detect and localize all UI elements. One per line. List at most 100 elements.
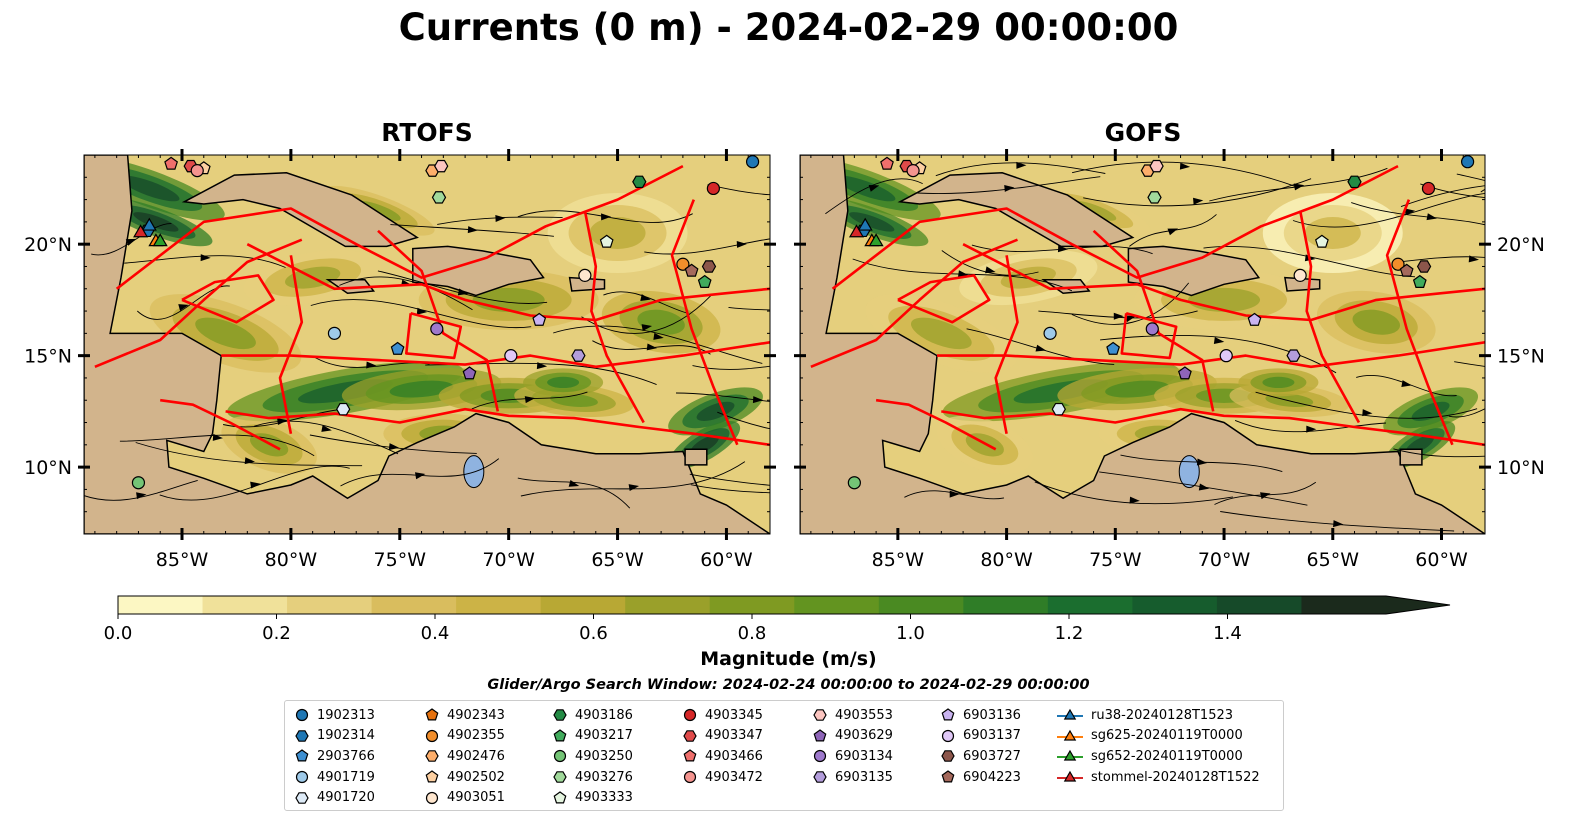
argo-float-4903472 [906, 164, 920, 178]
streamline-arrow [641, 324, 653, 332]
legend-label: 4903472 [705, 769, 763, 785]
legend-entry: 4903466 [683, 746, 763, 767]
legend-label: sg652-20240119T0000 [1091, 748, 1243, 764]
streamline [1100, 334, 1337, 374]
argo-float-4903466 [164, 156, 178, 170]
streamline [1454, 361, 1485, 367]
land [181, 172, 419, 248]
eez-boundary [221, 341, 770, 369]
streamline-arrow [1540, 188, 1551, 196]
legend-marker-icon [683, 770, 697, 784]
legend-marker-icon [553, 790, 567, 804]
argo-float-6903135 [1286, 349, 1301, 362]
argo-float-4903553 [1149, 159, 1164, 173]
legend-marker-icon [425, 708, 439, 721]
argo-float-4901720 [336, 402, 351, 416]
panel-title-gofs: GOFS [1104, 118, 1182, 147]
y-tick-label: 15°N [24, 346, 72, 368]
y-tick-label: 20°N [24, 234, 72, 256]
streamline [84, 479, 198, 501]
eez-boundary [1120, 312, 1178, 360]
colorbar-segment [1132, 596, 1218, 614]
eez-boundary [941, 407, 1485, 447]
legend-label: 4902502 [447, 769, 505, 785]
colorbar-segment [118, 596, 204, 614]
eez-boundary [94, 238, 303, 369]
x-tick-label: 70°W [1198, 549, 1251, 571]
legend-entry: 4903051 [425, 787, 505, 808]
argo-float-4902355 [1391, 257, 1405, 271]
streamline [603, 291, 688, 314]
legend-marker-icon [941, 770, 955, 783]
legend-label: 4903629 [835, 728, 893, 744]
y-tick-label: 20°N [1497, 234, 1545, 256]
legend-marker-icon [1057, 729, 1083, 741]
argo-float-2903766 [390, 341, 405, 355]
legend-entry: 6904223 [941, 767, 1021, 788]
argo-float-6903135 [571, 349, 586, 362]
argo-float-4903250 [131, 476, 146, 490]
legend-entry: 4903347 [683, 726, 763, 747]
streamline-arrow [200, 254, 211, 262]
colorbar-tick-label: 0.8 [738, 623, 767, 644]
streamline-arrow [125, 238, 137, 246]
eez-boundary [810, 238, 1018, 369]
argo-float-4903276 [1147, 191, 1162, 204]
speed-contour [637, 309, 685, 335]
legend-marker-icon [813, 729, 827, 742]
colorbar-tick-label: 0.0 [104, 623, 133, 644]
legend-label: 6903727 [963, 748, 1021, 764]
colorbar-extend [1301, 596, 1450, 614]
legend-column: 6903136 6903137 6903727 6904223 [941, 705, 1021, 787]
streamline [1400, 185, 1485, 208]
streamline-arrow [136, 492, 147, 500]
legend-marker-icon [941, 708, 955, 721]
legend-column: ru38-20240128T1523 sg625-20240119T0000 sg6… [1057, 705, 1260, 787]
streamline-arrow [366, 361, 377, 369]
legend-label: 4903276 [575, 769, 633, 785]
legend-marker-icon [425, 791, 439, 804]
streamline-arrow [1362, 409, 1373, 417]
streamline-arrow [321, 425, 332, 432]
legend-marker-icon [295, 770, 309, 784]
legend-label: 4903250 [575, 748, 633, 764]
eez-boundary [278, 255, 304, 434]
legend-label: 4903553 [835, 707, 893, 723]
legend-entry: sg652-20240119T0000 [1057, 746, 1260, 767]
search-window-text: Glider/Argo Search Window: 2024-02-24 00… [487, 677, 1090, 693]
streamline [1292, 192, 1485, 228]
legend-label: 4903333 [575, 790, 633, 806]
legend-entry: 1902313 [295, 705, 375, 726]
argo-float-4903466 [880, 156, 894, 170]
colorbar-label: Magnitude (m/s) [700, 648, 877, 670]
eez-boundary [875, 398, 997, 451]
glider-stommel-20240128T1522 [848, 224, 865, 238]
legend-marker-icon [425, 770, 439, 783]
legend-label: 4901719 [317, 769, 375, 785]
streamline-arrow [1196, 458, 1208, 466]
legend-label: 2903766 [317, 748, 375, 764]
legend-entry: sg625-20240119T0000 [1057, 726, 1260, 747]
streamline [119, 434, 315, 457]
streamline-arrow [1493, 397, 1504, 406]
legend-label: stommel-20240128T1522 [1091, 769, 1260, 785]
streamline-arrow [1113, 312, 1124, 320]
legend-label: 4903186 [575, 707, 633, 723]
colorbar-segment [540, 596, 626, 614]
map-frame [799, 154, 1486, 535]
eez-boundary [115, 164, 684, 290]
land [568, 276, 606, 292]
streamline [1234, 419, 1387, 433]
argo-float-4903051 [1293, 268, 1307, 282]
eez-boundary [377, 229, 500, 412]
legend-label: 4902355 [447, 728, 505, 744]
argo-float-6903137 [504, 349, 518, 363]
legend-entry: 4903333 [553, 787, 633, 808]
argo-float-4903553 [434, 159, 449, 173]
lake [463, 455, 485, 489]
legend-marker-icon [1057, 750, 1083, 762]
x-tick-label: 75°W [374, 549, 427, 571]
gofs-map [800, 155, 1551, 534]
y-tick-label: 10°N [24, 457, 72, 479]
